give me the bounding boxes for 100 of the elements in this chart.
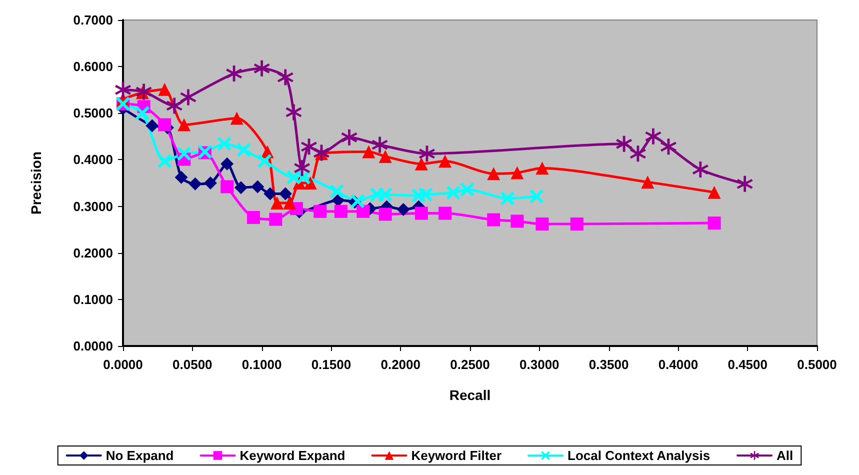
y-tick-label: 0.3000: [73, 198, 113, 214]
point: [204, 176, 217, 190]
point: [438, 206, 452, 220]
point: [630, 146, 646, 162]
point: [217, 136, 232, 151]
x-tick-label: 0.2000: [380, 357, 420, 372]
point: [166, 98, 182, 114]
point: [294, 160, 310, 176]
y-tick-label: 0.4000: [73, 152, 113, 168]
point: [226, 66, 242, 82]
point: [356, 204, 370, 218]
point: [378, 188, 392, 202]
point: [180, 89, 196, 106]
x-tick-label: 0.3500: [588, 357, 629, 372]
point: [135, 106, 150, 120]
point: [158, 118, 172, 132]
point: [220, 157, 234, 170]
point: [314, 204, 327, 218]
point: [146, 119, 159, 132]
point: [487, 167, 500, 180]
point: [296, 170, 310, 184]
point: [269, 212, 282, 226]
point: [510, 166, 524, 180]
point: [177, 146, 192, 161]
x-tick-label: 0.1500: [311, 357, 352, 372]
y-tick-label: 0.2000: [73, 245, 113, 260]
point: [178, 118, 191, 132]
y-tick-label: 0.0000: [73, 338, 113, 354]
point: [530, 190, 544, 204]
point: [708, 216, 721, 230]
point: [188, 177, 202, 190]
point: [230, 112, 244, 125]
point: [300, 138, 317, 155]
point: [264, 187, 277, 200]
point: [158, 154, 172, 168]
point: [378, 208, 392, 221]
y-axis-title: Precision: [28, 151, 44, 215]
point: [362, 145, 376, 158]
x-tick-label: 0.0000: [103, 357, 143, 372]
x-tick-label: 0.3000: [520, 357, 560, 372]
point: [350, 194, 365, 208]
point: [330, 184, 344, 198]
y-tick-label: 0.7000: [73, 12, 113, 28]
point: [283, 196, 296, 210]
point: [251, 180, 264, 194]
point: [641, 176, 654, 189]
x-tick-label: 0.0500: [172, 357, 212, 372]
point: [304, 176, 317, 190]
point: [174, 170, 188, 184]
point: [570, 217, 584, 230]
point: [414, 157, 428, 170]
x-axis-title: Recall: [449, 387, 491, 403]
point: [115, 82, 131, 98]
point: [372, 136, 388, 153]
legend-label: All: [776, 448, 794, 463]
point: [708, 186, 721, 199]
point: [332, 194, 345, 207]
point: [236, 142, 251, 157]
point: [158, 82, 172, 96]
point: [446, 186, 460, 200]
point: [334, 204, 348, 218]
x-tick-label: 0.2500: [450, 357, 490, 372]
point: [136, 84, 152, 100]
point: [418, 146, 435, 162]
point: [258, 154, 272, 168]
point: [414, 206, 428, 220]
point: [510, 214, 524, 228]
point: [438, 154, 452, 168]
point: [736, 176, 753, 192]
x-tick-label: 0.4500: [728, 357, 768, 372]
point: [341, 129, 358, 146]
point: [220, 180, 234, 194]
point: [418, 188, 433, 202]
legend-label: Keyword Filter: [411, 448, 502, 463]
point: [286, 104, 302, 120]
point: [616, 136, 632, 152]
point: [660, 138, 676, 155]
point: [234, 181, 248, 194]
x-tick-label: 0.5000: [797, 357, 837, 372]
point: [378, 150, 392, 163]
legend-label: Keyword Expand: [240, 448, 346, 463]
legend-label: No Expand: [106, 448, 174, 463]
legend-label: Local Context Analysis: [568, 448, 710, 463]
point: [277, 69, 294, 86]
point: [645, 128, 662, 144]
point: [460, 182, 474, 197]
point: [254, 60, 270, 76]
y-tick-label: 0.6000: [73, 59, 113, 74]
point: [278, 187, 292, 200]
point: [487, 213, 500, 226]
point: [396, 203, 410, 216]
point: [536, 217, 549, 230]
point: [692, 161, 708, 178]
x-tick-label: 0.1000: [242, 357, 282, 372]
point: [246, 210, 260, 224]
y-tick-label: 0.5000: [73, 106, 113, 121]
x-tick-label: 0.4000: [658, 357, 698, 372]
point: [500, 191, 514, 206]
y-tick-label: 0.1000: [73, 292, 113, 307]
point: [536, 162, 549, 175]
